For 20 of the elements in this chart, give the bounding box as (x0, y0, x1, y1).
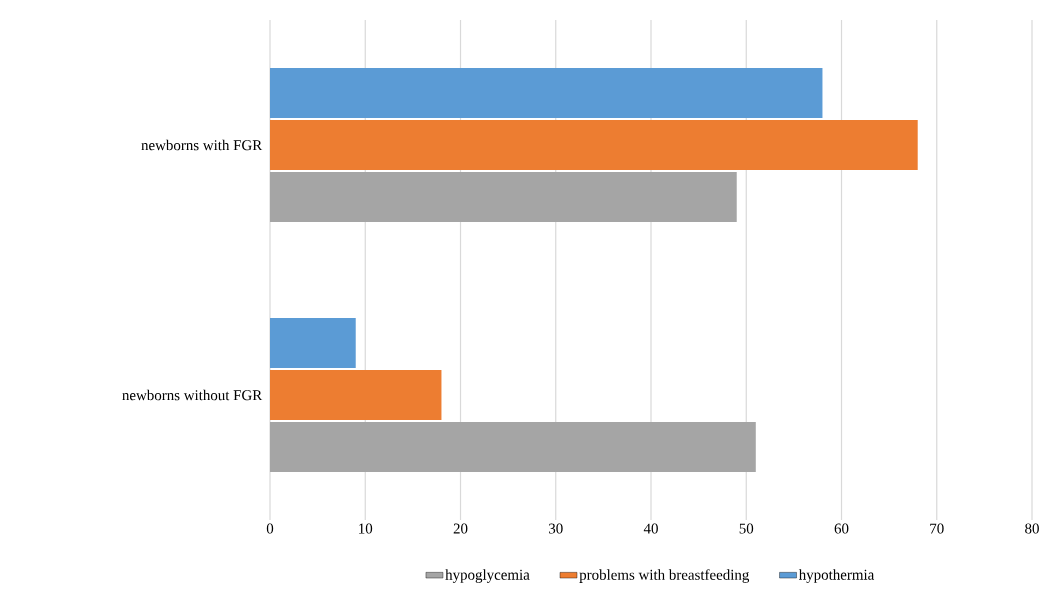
x-tick-label: 50 (739, 523, 754, 534)
bar (270, 172, 737, 222)
x-tick-label: 20 (453, 523, 468, 534)
legend-label: hypothermia (798, 569, 875, 583)
bar (270, 120, 918, 170)
legend-label: hypoglycemia (445, 569, 530, 583)
x-tick-label: 60 (834, 523, 849, 534)
y-tick-label: newborns without FGR (122, 389, 263, 401)
x-tick-label: 80 (1025, 523, 1039, 534)
bar (270, 318, 356, 369)
y-tick-label: newborns with FGR (141, 139, 263, 151)
x-tick-label: 40 (643, 523, 658, 534)
x-tick-label: 70 (930, 523, 944, 534)
x-tick-label: 10 (359, 523, 373, 534)
legend-label: problems with breastfeeding (579, 569, 750, 583)
bar (270, 68, 823, 119)
bar (270, 370, 442, 420)
x-tick-label: 0 (266, 523, 274, 534)
x-tick-label: 30 (549, 523, 563, 534)
bar (270, 422, 756, 472)
